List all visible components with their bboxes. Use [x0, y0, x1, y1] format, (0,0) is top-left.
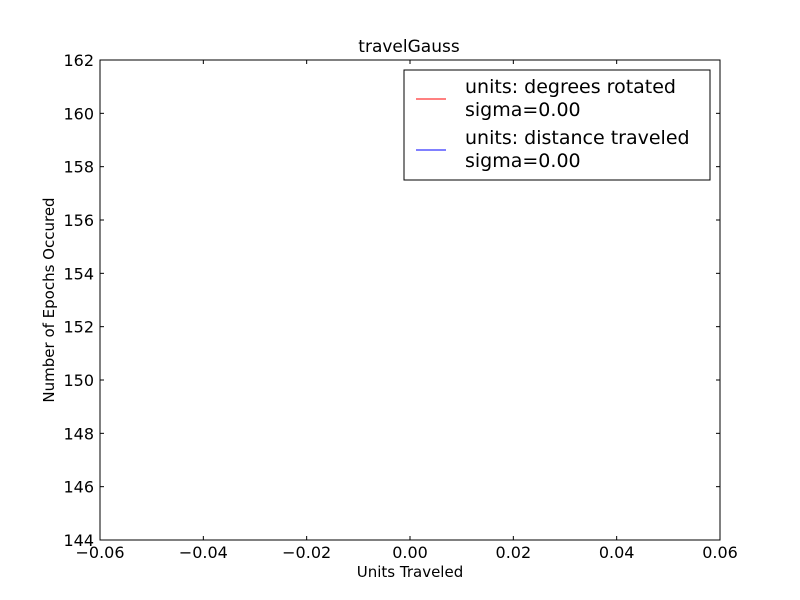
legend-sigma-distance-traveled: sigma=0.00: [465, 150, 581, 172]
x-tick-label: −0.04: [179, 543, 228, 562]
x-axis-label: Units Traveled: [357, 563, 463, 581]
y-tick-label: 144: [63, 531, 94, 550]
legend-sigma-degrees-rotated: sigma=0.00: [465, 99, 581, 121]
x-tick-label: 0.02: [496, 543, 532, 562]
x-tick-label: 0.00: [392, 543, 428, 562]
y-tick-label: 154: [63, 264, 94, 283]
y-axis-label: Number of Epochs Occured: [40, 197, 58, 402]
x-tick-label: −0.06: [75, 543, 124, 562]
y-tick-label: 158: [63, 158, 94, 177]
legend-box: [403, 69, 711, 181]
legend-label-distance-traveled: units: distance traveled: [465, 127, 690, 149]
y-tick-label: 146: [63, 478, 94, 497]
x-tick-label: 0.06: [702, 543, 738, 562]
x-axis: −0.06 −0.04 −0.02 0.00 0.02 0.04 0.06: [75, 60, 738, 562]
y-tick-label: 162: [63, 51, 94, 70]
y-tick-label: 160: [63, 104, 94, 123]
x-tick-label: 0.04: [599, 543, 635, 562]
y-tick-label: 150: [63, 371, 94, 390]
legend: units: degrees rotated sigma=0.00 units:…: [403, 69, 711, 181]
y-tick-label: 148: [63, 424, 94, 443]
legend-label-degrees-rotated: units: degrees rotated: [465, 76, 676, 98]
y-axis: 144 146 148 150 152 154 156 158 160 162: [63, 51, 720, 550]
chart-title: travelGauss: [358, 37, 460, 57]
y-tick-label: 152: [63, 318, 94, 337]
y-tick-label: 156: [63, 211, 94, 230]
x-tick-label: −0.02: [282, 543, 331, 562]
